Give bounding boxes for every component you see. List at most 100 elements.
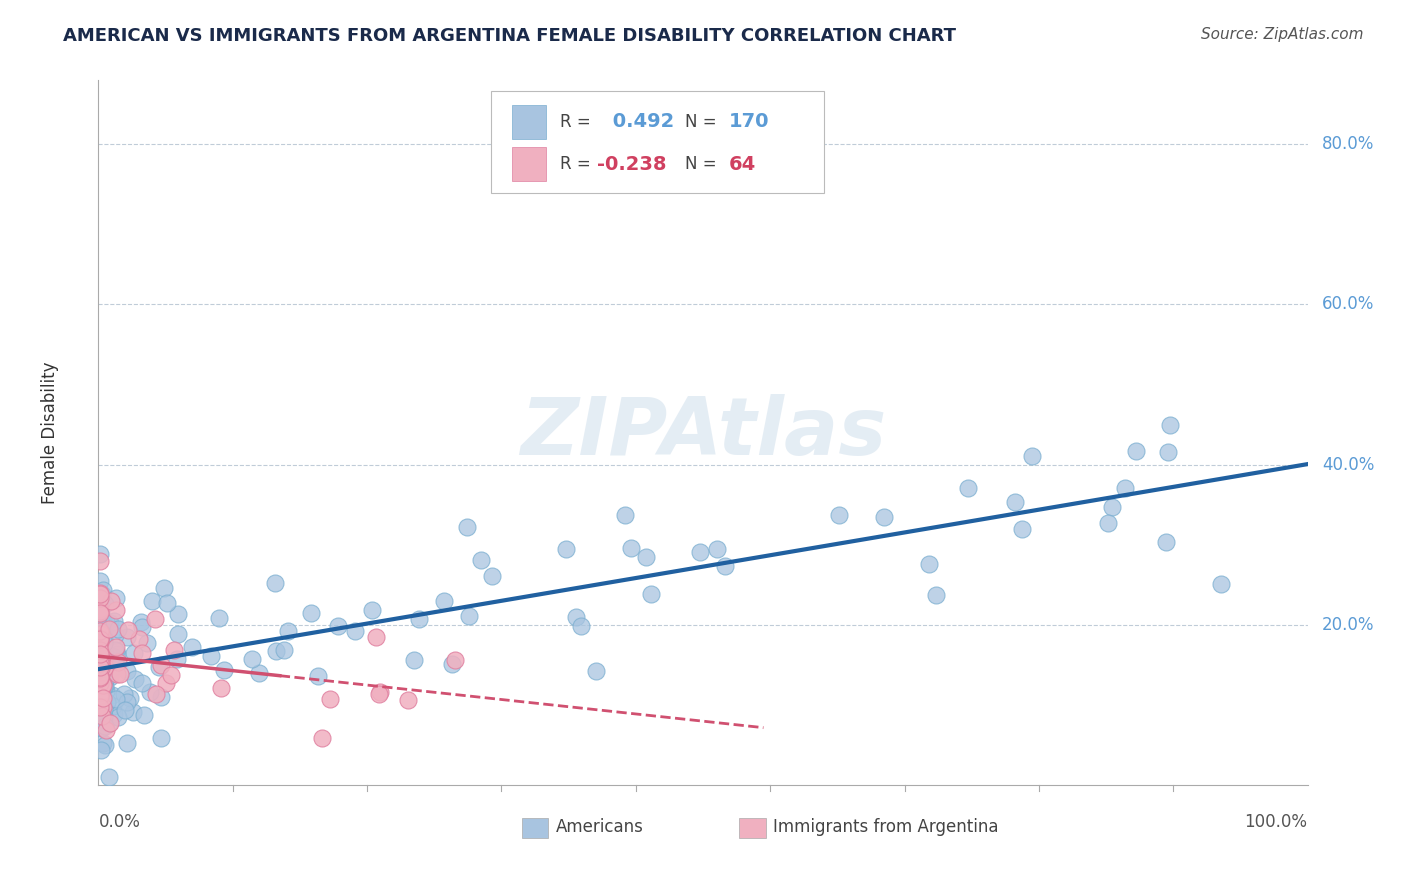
Point	[89, 704, 111, 718]
Point	[89, 673, 111, 687]
Point	[107, 655, 129, 669]
Point	[90, 708, 112, 723]
Point	[89, 668, 111, 682]
Point	[128, 632, 150, 646]
Point	[89, 610, 111, 624]
Point	[360, 603, 382, 617]
Point	[103, 699, 125, 714]
FancyBboxPatch shape	[492, 91, 824, 193]
Point	[115, 736, 138, 750]
Point	[141, 593, 163, 607]
Text: 40.0%: 40.0%	[1322, 456, 1375, 474]
Point	[402, 653, 425, 667]
Point	[89, 624, 111, 639]
Point	[89, 687, 111, 701]
Point	[94, 597, 117, 611]
Point	[273, 643, 295, 657]
Point	[163, 643, 186, 657]
Point	[105, 691, 128, 706]
Point	[93, 709, 115, 723]
Point	[443, 653, 465, 667]
Point	[90, 654, 112, 668]
Point	[105, 640, 128, 655]
Text: R =: R =	[561, 113, 596, 131]
Text: N =: N =	[685, 155, 721, 173]
Point	[1101, 500, 1123, 515]
Point	[167, 607, 190, 621]
Point	[115, 695, 138, 709]
Text: N =: N =	[685, 113, 721, 131]
Point	[117, 624, 139, 638]
Point	[89, 624, 111, 638]
Point	[319, 692, 342, 706]
Point	[89, 686, 111, 700]
Point	[1154, 534, 1177, 549]
Point	[200, 649, 222, 664]
Point	[100, 649, 122, 664]
Point	[918, 557, 941, 571]
Point	[93, 679, 115, 693]
Point	[91, 679, 114, 693]
Point	[114, 703, 136, 717]
Point	[89, 647, 111, 661]
Point	[90, 720, 112, 734]
Point	[368, 688, 391, 702]
Point	[1021, 449, 1043, 463]
Point	[640, 587, 662, 601]
Point	[91, 652, 114, 666]
Point	[93, 663, 115, 677]
Text: Immigrants from Argentina: Immigrants from Argentina	[773, 818, 998, 836]
Point	[89, 642, 111, 657]
Point	[105, 647, 128, 661]
Point	[89, 632, 111, 646]
Point	[124, 672, 146, 686]
Point	[326, 619, 349, 633]
Point	[91, 736, 114, 750]
Point	[706, 542, 728, 557]
Point	[89, 668, 111, 682]
Point	[91, 678, 114, 692]
Point	[89, 655, 111, 669]
Point	[264, 576, 287, 591]
Point	[91, 699, 114, 714]
Point	[249, 665, 271, 680]
Point	[103, 615, 125, 629]
Point	[481, 568, 503, 582]
Point	[433, 594, 456, 608]
Point	[613, 508, 636, 523]
Point	[1209, 576, 1232, 591]
Point	[89, 714, 111, 728]
Point	[344, 624, 367, 638]
Point	[98, 664, 121, 678]
Text: 80.0%: 80.0%	[1322, 136, 1375, 153]
Point	[569, 619, 592, 633]
Point	[145, 687, 167, 701]
Point	[90, 626, 112, 640]
Point	[97, 652, 120, 666]
Point	[91, 665, 114, 679]
Point	[89, 700, 111, 714]
Point	[585, 664, 607, 678]
Point	[89, 665, 111, 680]
Point	[91, 714, 114, 729]
Point	[89, 662, 111, 676]
Point	[107, 710, 129, 724]
Point	[1114, 481, 1136, 495]
Point	[299, 607, 322, 621]
Point	[89, 601, 111, 615]
Point	[311, 731, 333, 746]
Point	[89, 673, 111, 687]
Point	[89, 636, 111, 650]
Point	[100, 670, 122, 684]
Point	[925, 588, 948, 602]
Text: 170: 170	[728, 112, 769, 131]
Point	[90, 661, 112, 675]
Point	[89, 607, 111, 622]
Point	[115, 664, 138, 678]
Point	[160, 668, 183, 682]
Point	[89, 554, 111, 568]
Text: Americans: Americans	[555, 818, 644, 836]
Text: Female Disability: Female Disability	[41, 361, 59, 504]
Point	[689, 545, 711, 559]
Point	[136, 636, 159, 650]
